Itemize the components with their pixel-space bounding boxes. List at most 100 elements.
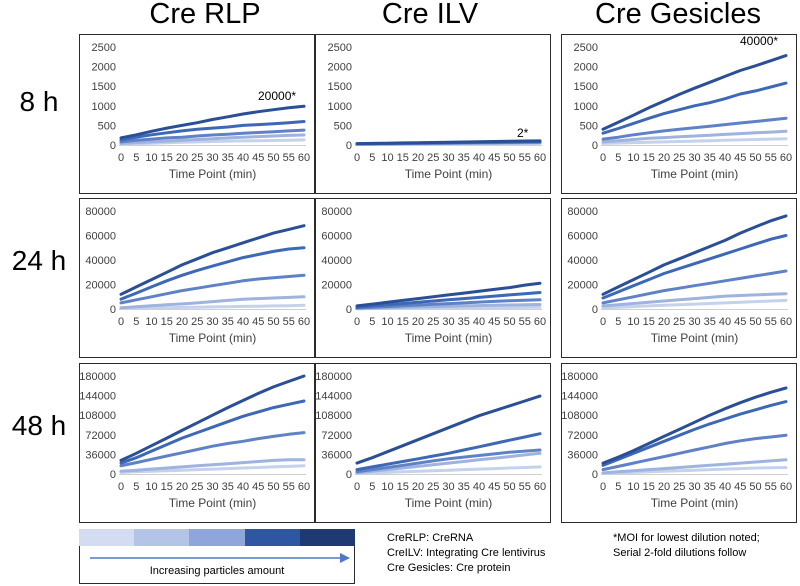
- x-tick-label: 35: [222, 316, 234, 328]
- x-tick-label: 30: [688, 481, 700, 493]
- series-line-2: [355, 451, 542, 475]
- x-tick-label: 50: [267, 481, 279, 493]
- x-tick-label: 50: [749, 152, 761, 164]
- x-tick-label: 45: [488, 152, 500, 164]
- series-line-1: [119, 303, 306, 310]
- x-tick-label: 20: [412, 481, 424, 493]
- legend-shade-3: [189, 529, 245, 546]
- moi-annotation: 2*: [517, 126, 529, 140]
- x-tick-label: 0: [118, 152, 124, 164]
- x-tick-label: 15: [397, 316, 409, 328]
- series-line-5: [119, 224, 306, 296]
- legend-abbrev-gesicles: Cre Gesicles: Cre protein: [387, 562, 511, 574]
- x-tick-label: 20: [176, 481, 188, 493]
- y-tick-label: 20000: [321, 280, 352, 292]
- y-tick-label: 180000: [561, 371, 598, 383]
- x-tick-label: 0: [600, 152, 606, 164]
- column-title-cre-rlp: Cre RLP: [149, 0, 261, 30]
- x-tick-label: 55: [283, 316, 295, 328]
- y-tick-label: 72000: [567, 430, 598, 442]
- y-tick-label: 0: [110, 304, 116, 316]
- x-tick-label: 55: [519, 481, 531, 493]
- legend-note-moi: *MOI for lowest dilution noted;: [613, 532, 760, 544]
- legend-note-dilutions: Serial 2-fold dilutions follow: [613, 547, 747, 559]
- series-line-5: [355, 281, 542, 308]
- x-tick-label: 35: [704, 316, 716, 328]
- x-tick-label: 50: [503, 316, 515, 328]
- x-tick-label: 30: [442, 481, 454, 493]
- x-tick-label: 0: [354, 481, 360, 493]
- x-tick-label: 55: [765, 481, 777, 493]
- series-line-2: [119, 133, 306, 145]
- series-line-1: [601, 466, 788, 475]
- series-line-4: [355, 432, 542, 472]
- x-tick-label: 10: [381, 481, 393, 493]
- moi-annotation: 20000*: [258, 89, 296, 103]
- y-tick-label: 500: [98, 120, 116, 132]
- x-tick-label: 10: [145, 316, 157, 328]
- y-tick-label: 0: [110, 469, 116, 481]
- y-tick-label: 0: [346, 469, 352, 481]
- y-tick-label: 0: [592, 304, 598, 316]
- x-tick-label: 25: [673, 481, 685, 493]
- x-tick-label: 60: [534, 152, 546, 164]
- y-tick-label: 36000: [85, 449, 116, 461]
- column-title-cre-ilv: Cre ILV: [381, 0, 479, 30]
- y-tick-label: 80000: [321, 206, 352, 218]
- legend-abbrev-ilv: CreILV: Integrating Cre lentivirus: [387, 547, 546, 559]
- y-tick-label: 60000: [567, 231, 598, 243]
- series-line-3: [119, 273, 306, 305]
- y-tick-label: 2000: [92, 62, 116, 74]
- series-line-1: [119, 464, 306, 474]
- x-tick-label: 40: [719, 316, 731, 328]
- x-tick-label: 45: [252, 481, 264, 493]
- series-line-2: [601, 458, 788, 475]
- x-tick-label: 5: [615, 152, 621, 164]
- x-tick-label: 10: [145, 152, 157, 164]
- x-tick-label: 55: [283, 152, 295, 164]
- y-tick-label: 2500: [92, 42, 116, 54]
- series-line-3: [355, 448, 542, 474]
- y-tick-label: 40000: [567, 255, 598, 267]
- x-tick-label: 5: [615, 316, 621, 328]
- x-tick-label: 40: [719, 481, 731, 493]
- y-tick-label: 0: [346, 140, 352, 152]
- x-tick-label: 40: [237, 481, 249, 493]
- x-axis-label: Time Point (min): [651, 167, 739, 181]
- series-line-2: [119, 295, 306, 310]
- series-line-5: [119, 374, 306, 462]
- y-tick-label: 2000: [328, 62, 352, 74]
- x-tick-label: 25: [427, 316, 439, 328]
- x-tick-label: 5: [369, 316, 375, 328]
- x-tick-label: 30: [688, 316, 700, 328]
- x-tick-label: 60: [534, 316, 546, 328]
- x-tick-label: 50: [749, 481, 761, 493]
- row-title-48h: 48 h: [11, 410, 67, 441]
- x-tick-label: 40: [237, 316, 249, 328]
- x-tick-label: 25: [427, 481, 439, 493]
- y-tick-label: 180000: [79, 371, 116, 383]
- x-tick-label: 25: [191, 481, 203, 493]
- y-tick-label: 2500: [328, 42, 352, 54]
- x-tick-label: 15: [643, 152, 655, 164]
- x-tick-label: 25: [191, 152, 203, 164]
- x-tick-label: 10: [381, 316, 393, 328]
- y-tick-label: 2000: [574, 62, 598, 74]
- x-tick-label: 30: [688, 152, 700, 164]
- x-tick-label: 35: [704, 481, 716, 493]
- x-tick-label: 45: [734, 481, 746, 493]
- panel-frame: [315, 198, 551, 358]
- series-line-5: [355, 394, 542, 465]
- x-tick-label: 0: [600, 316, 606, 328]
- x-tick-label: 50: [503, 152, 515, 164]
- panel-frame: [79, 363, 315, 523]
- series-line-5: [601, 54, 788, 131]
- y-tick-label: 72000: [321, 430, 352, 442]
- x-tick-label: 35: [222, 481, 234, 493]
- x-tick-label: 45: [734, 152, 746, 164]
- x-tick-label: 15: [397, 481, 409, 493]
- x-tick-label: 10: [627, 316, 639, 328]
- x-tick-label: 35: [704, 152, 716, 164]
